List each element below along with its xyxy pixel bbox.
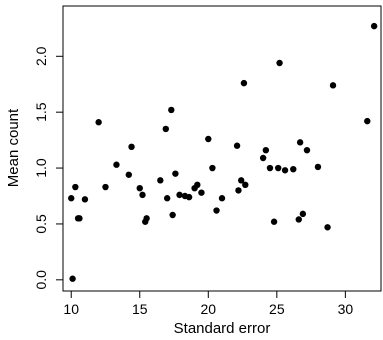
data-point [69, 275, 76, 282]
data-point [169, 211, 176, 219]
data-point [295, 216, 302, 223]
x-axis-label: Standard error [174, 320, 271, 337]
data-point [194, 181, 201, 189]
data-point [233, 142, 241, 149]
x-tick-label: 10 [63, 301, 79, 317]
data-point [76, 215, 83, 222]
data-point [364, 117, 371, 125]
data-point [168, 106, 175, 114]
data-point [324, 224, 331, 231]
x-tick-label: 20 [201, 301, 217, 317]
plot-frame [62, 5, 382, 292]
data-point [237, 177, 245, 184]
data-point [68, 195, 75, 202]
data-point [370, 22, 378, 30]
data-point [198, 189, 205, 196]
data-point [266, 164, 274, 172]
data-points [68, 22, 378, 282]
data-point [290, 165, 297, 173]
data-point [176, 191, 183, 199]
data-point [162, 125, 170, 133]
data-point [242, 181, 249, 189]
data-point [281, 167, 289, 174]
data-point [136, 184, 143, 192]
data-point [72, 183, 79, 191]
data-point [209, 164, 216, 172]
data-point [329, 82, 337, 89]
data-point [163, 195, 171, 202]
data-point [314, 163, 322, 171]
data-point [259, 154, 267, 162]
y-tick-label: 0.5 [33, 214, 49, 234]
x-tick-label: 15 [132, 301, 148, 317]
data-point [274, 164, 282, 172]
data-point [139, 191, 146, 199]
data-point [205, 135, 212, 143]
y-tick-label: 1.0 [33, 158, 49, 178]
x-tick-label: 25 [269, 301, 285, 317]
y-tick-label: 2.0 [33, 46, 49, 66]
data-point [102, 183, 109, 191]
data-point [172, 170, 179, 177]
data-point [143, 215, 150, 222]
x-tick-label: 30 [338, 301, 354, 317]
x-axis: 10 15 20 25 30 [63, 291, 353, 317]
data-point [128, 143, 135, 151]
data-point [185, 193, 193, 201]
y-axis-label: Mean count [5, 108, 22, 187]
data-point [113, 161, 120, 168]
data-point [157, 177, 164, 184]
data-point [81, 196, 89, 203]
y-tick-label: 0.0 [33, 270, 49, 290]
data-point [125, 171, 132, 178]
data-point [262, 146, 270, 154]
data-point [296, 139, 304, 146]
data-point [276, 59, 283, 67]
data-point [95, 119, 102, 126]
y-tick-label: 1.5 [33, 102, 49, 122]
data-point [299, 210, 307, 218]
data-point [240, 79, 248, 87]
data-point [270, 218, 278, 225]
y-axis: 0.0 0.5 1.0 1.5 2.0 [33, 46, 63, 290]
data-point [235, 187, 242, 194]
data-point [213, 207, 220, 214]
data-point [303, 146, 311, 154]
data-point [218, 195, 226, 202]
